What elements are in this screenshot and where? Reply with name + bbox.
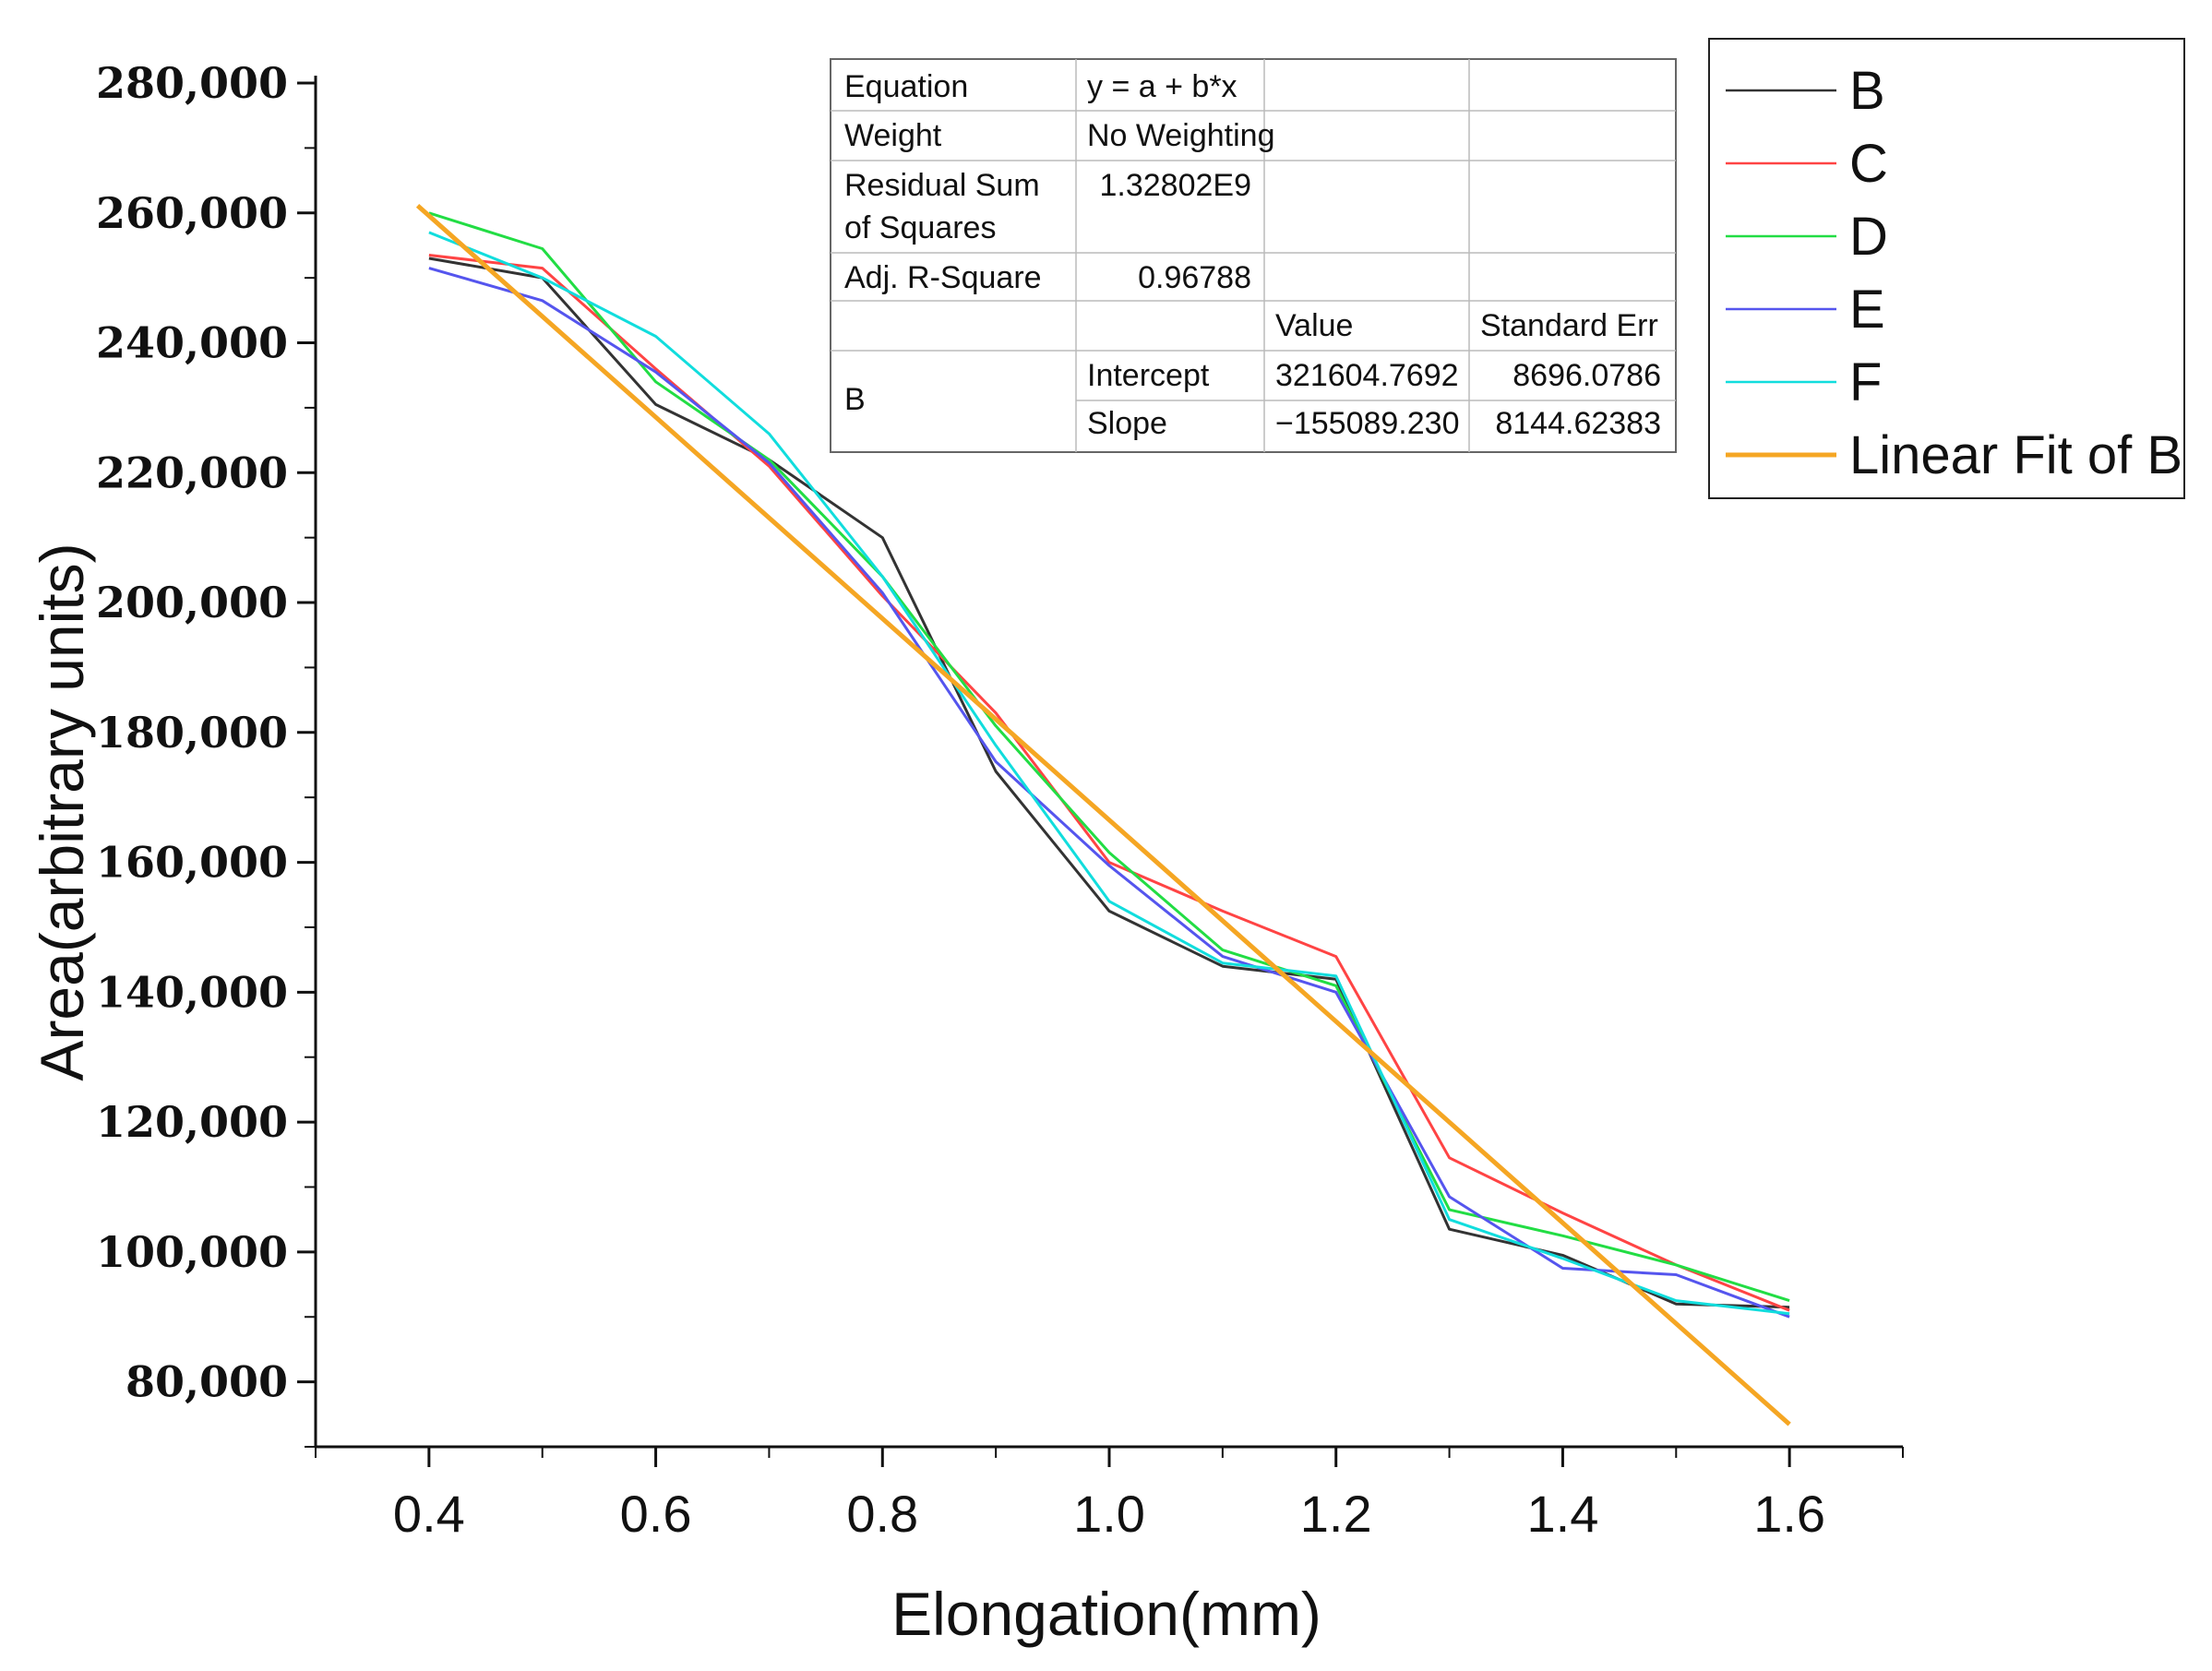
x-tick-label: 1.2 [1300,1485,1372,1543]
x-tick-label: 1.6 [1753,1485,1825,1543]
legend-label: F [1849,352,1882,412]
y-tick-label: 180,000 [96,708,288,758]
y-tick-label: 260,000 [96,188,288,238]
stderr-column-header: Standard Err [1480,308,1658,343]
y-tick-label: 200,000 [96,578,288,627]
y-axis-label: Area(arbitrary units) [28,543,96,1080]
y-tick-label: 80,000 [126,1357,288,1407]
rss-label-line1: Residual Sum [844,168,1040,203]
stats-table-border [830,58,1677,453]
value-column-header: Value [1275,308,1353,343]
x-tick-label: 0.4 [393,1485,465,1543]
adj-r-square-label: Adj. R-Square [844,260,1042,295]
legend-label: D [1849,207,1888,267]
adj-r-square-value: 0.96788 [1138,260,1251,295]
slope-stderr: 8144.62383 [1495,406,1661,441]
y-tick-label: 220,000 [96,448,288,497]
intercept-value: 321604.7692 [1275,358,1459,393]
x-tick-label: 0.6 [620,1485,692,1543]
ticks: 80,000 100,000 120,000 140,000 160,000 180,00… [96,58,1904,1543]
intercept-stderr: 8696.0786 [1513,358,1661,393]
series-line-e [428,267,1790,1319]
series-line-d [428,211,1790,1303]
slope-value: −155089.230 [1275,406,1459,441]
legend-label: E [1849,280,1885,340]
y-tick-label: 160,000 [96,838,288,888]
x-tick-label: 1.0 [1073,1485,1145,1543]
series-line-f [428,231,1790,1316]
fit-row-label: B [844,382,866,417]
series-layer [415,204,1791,1426]
rss-value: 1.32802E9 [1100,168,1252,203]
series-line-c [428,254,1790,1312]
y-tick-label: 240,000 [96,318,288,368]
legend-label: B [1849,61,1885,121]
x-tick-label: 0.8 [846,1485,918,1543]
y-tick-label: 280,000 [96,58,288,108]
x-tick-label: 1.4 [1526,1485,1598,1543]
equation-label: Equation [844,69,968,104]
legend-label: C [1849,134,1888,194]
x-axis-label: Elongation(mm) [891,1580,1321,1648]
linear-fit-line [415,204,1791,1426]
rss-label-line2: of Squares [844,210,996,245]
weight-label: Weight [844,118,942,153]
y-tick-label: 100,000 [96,1227,288,1277]
y-tick-label: 120,000 [96,1097,288,1147]
weight-value: No Weighting [1087,118,1275,153]
fit-statistics-table: Equation y = a + b*x Weight No Weighting… [830,58,1677,453]
slope-label: Slope [1087,406,1167,441]
legend-label: Linear Fit of B [1849,425,2182,485]
intercept-label: Intercept [1087,358,1210,393]
stats-table-gridlines [831,59,1676,452]
series-line-b [428,257,1790,1309]
legend-box [1708,38,2185,499]
equation-value: y = a + b*x [1087,69,1238,104]
y-tick-label: 140,000 [96,967,288,1017]
